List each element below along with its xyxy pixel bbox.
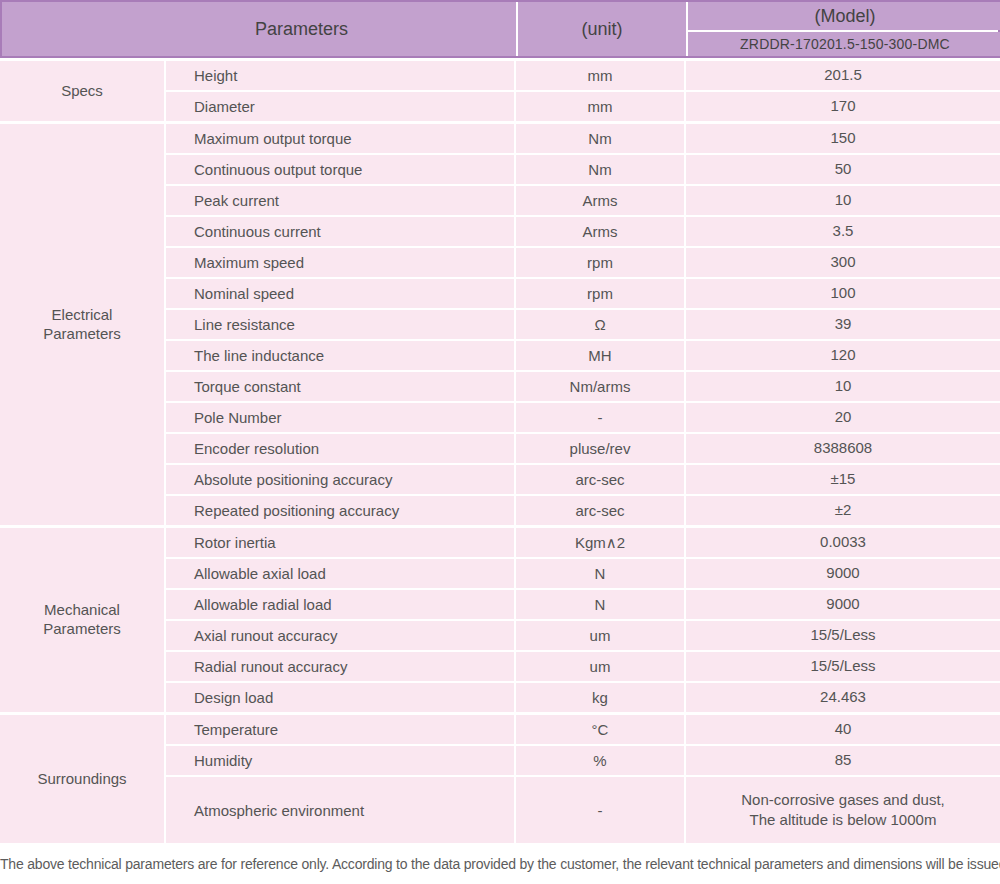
- param-unit: MH: [516, 341, 684, 370]
- table-header: Parameters (unit) (Model) ZRDDR-170201.5…: [0, 0, 1000, 58]
- param-name: Repeated positioning accuracy: [166, 496, 514, 525]
- param-name: Temperature: [166, 715, 514, 744]
- parameter-group-mechanical-parameters: Mechanical ParametersRotor inertiaKgm∧20…: [0, 528, 1000, 712]
- header-unit-label: (unit): [518, 2, 686, 56]
- param-name: Peak current: [166, 186, 514, 215]
- param-value: 170: [686, 92, 1000, 121]
- param-name: Absolute positioning accuracy: [166, 465, 514, 494]
- header-model-value: ZRDDR-170201.5-150-300-DMC: [688, 32, 1000, 56]
- param-name: Axial runout accuracy: [166, 621, 514, 650]
- param-unit: Arms: [516, 186, 684, 215]
- param-value: 100: [686, 279, 1000, 308]
- param-value: 201.5: [686, 61, 1000, 90]
- param-name: Height: [166, 61, 514, 90]
- param-unit: N: [516, 590, 684, 619]
- group-label: Specs: [0, 61, 164, 121]
- parameter-group-surroundings: SurroundingsTemperature°C40 Humidity%85 At…: [0, 715, 1000, 843]
- group-label: Surroundings: [0, 715, 164, 843]
- param-value: 39: [686, 310, 1000, 339]
- param-unit: mm: [516, 61, 684, 90]
- param-value: 0.0033: [686, 528, 1000, 557]
- param-name: Pole Number: [166, 403, 514, 432]
- param-name: Radial runout accuracy: [166, 652, 514, 681]
- param-name: Allowable axial load: [166, 559, 514, 588]
- param-value: 85: [686, 746, 1000, 775]
- param-unit: Nm: [516, 124, 684, 153]
- param-unit: Ω: [516, 310, 684, 339]
- param-unit: Nm: [516, 155, 684, 184]
- param-unit: um: [516, 652, 684, 681]
- param-unit: N: [516, 559, 684, 588]
- param-name: Atmospheric environment: [166, 777, 514, 843]
- param-unit: -: [516, 777, 684, 843]
- param-unit: Arms: [516, 217, 684, 246]
- param-value: ±2: [686, 496, 1000, 525]
- param-name: Maximum speed: [166, 248, 514, 277]
- param-unit: kg: [516, 683, 684, 712]
- param-value: 3.5: [686, 217, 1000, 246]
- table-body: SpecsHeightmm201.5 Diametermm170 Electrica…: [0, 61, 1000, 843]
- param-value: 10: [686, 372, 1000, 401]
- param-name: Maximum output torque: [166, 124, 514, 153]
- param-value: ±15: [686, 465, 1000, 494]
- param-name: Humidity: [166, 746, 514, 775]
- param-name: Encoder resolution: [166, 434, 514, 463]
- param-value: 150: [686, 124, 1000, 153]
- param-name: Rotor inertia: [166, 528, 514, 557]
- param-value: 120: [686, 341, 1000, 370]
- param-name: Nominal speed: [166, 279, 514, 308]
- param-unit: Kgm∧2: [516, 528, 684, 557]
- param-value: 50: [686, 155, 1000, 184]
- param-unit: Nm/arms: [516, 372, 684, 401]
- param-unit: %: [516, 746, 684, 775]
- spec-sheet-page: Parameters (unit) (Model) ZRDDR-170201.5…: [0, 0, 1000, 884]
- param-value: 9000: [686, 559, 1000, 588]
- param-unit: rpm: [516, 248, 684, 277]
- param-name: Torque constant: [166, 372, 514, 401]
- footer-note: The above technical parameters are for r…: [0, 856, 1000, 872]
- param-name: Line resistance: [166, 310, 514, 339]
- parameter-group-electrical-parameters: Electrical ParametersMaximum output torq…: [0, 124, 1000, 525]
- param-name: Continuous output torque: [166, 155, 514, 184]
- param-value: 20: [686, 403, 1000, 432]
- param-value: 8388608: [686, 434, 1000, 463]
- param-unit: rpm: [516, 279, 684, 308]
- group-label: Mechanical Parameters: [0, 528, 164, 712]
- param-unit: arc-sec: [516, 496, 684, 525]
- param-value: 9000: [686, 590, 1000, 619]
- param-name: Allowable radial load: [166, 590, 514, 619]
- param-unit: -: [516, 403, 684, 432]
- param-value: 40: [686, 715, 1000, 744]
- param-unit: arc-sec: [516, 465, 684, 494]
- param-unit: mm: [516, 92, 684, 121]
- header-parameters-label: Parameters: [2, 2, 516, 56]
- param-name: Continuous current: [166, 217, 514, 246]
- param-name: The line inductance: [166, 341, 514, 370]
- param-value: Non-corrosive gases and dust, The altitu…: [686, 777, 1000, 843]
- parameter-group-specs: SpecsHeightmm201.5 Diametermm170: [0, 61, 1000, 121]
- param-value: 15/5/Less: [686, 621, 1000, 650]
- param-unit: um: [516, 621, 684, 650]
- header-model-column: (Model) ZRDDR-170201.5-150-300-DMC: [688, 2, 1000, 56]
- param-unit: °C: [516, 715, 684, 744]
- param-value: 15/5/Less: [686, 652, 1000, 681]
- param-value: 24.463: [686, 683, 1000, 712]
- param-unit: pluse/rev: [516, 434, 684, 463]
- param-name: Diameter: [166, 92, 514, 121]
- param-value: 10: [686, 186, 1000, 215]
- group-label: Electrical Parameters: [0, 124, 164, 525]
- param-name: Design load: [166, 683, 514, 712]
- header-model-label: (Model): [688, 2, 1000, 30]
- param-value: 300: [686, 248, 1000, 277]
